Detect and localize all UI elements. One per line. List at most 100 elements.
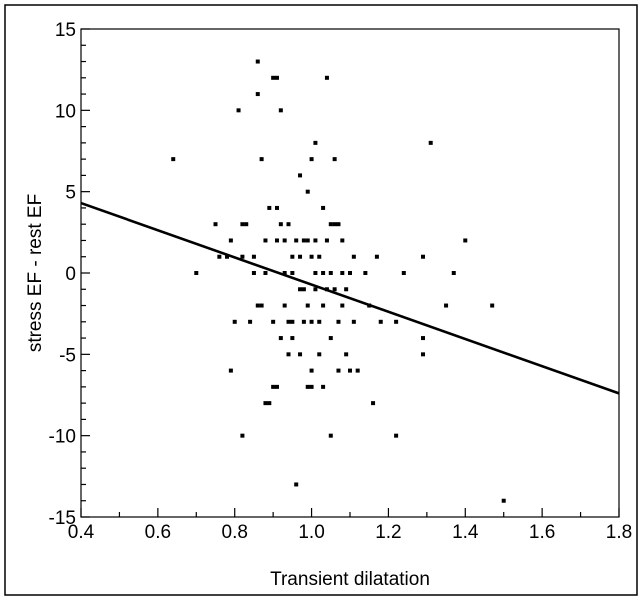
- data-point: [336, 222, 341, 227]
- data-point: [267, 401, 272, 406]
- data-point: [340, 238, 345, 243]
- x-axis-title: Transient dilatation: [270, 569, 430, 590]
- data-point: [290, 336, 295, 341]
- data-point: [248, 319, 253, 324]
- data-point: [317, 319, 322, 324]
- regression-line: [80, 201, 620, 395]
- data-point: [332, 287, 337, 292]
- data-point: [340, 303, 345, 308]
- data-point: [321, 303, 326, 308]
- data-point: [274, 75, 279, 80]
- y-tick-label: 15: [55, 20, 76, 41]
- data-point: [240, 254, 245, 259]
- data-point: [321, 271, 326, 275]
- data-point: [490, 303, 495, 308]
- data-point: [267, 205, 272, 210]
- data-point: [259, 157, 264, 162]
- y-axis-ticks: -15 -10 -5 0 5 10 15: [49, 20, 90, 529]
- data-point: [251, 271, 256, 275]
- data-point: [298, 287, 303, 292]
- x-tick-label: 1.6: [529, 522, 555, 543]
- x-tick-label: 1.0: [298, 522, 324, 543]
- data-point: [290, 319, 295, 324]
- data-point: [225, 254, 230, 259]
- data-point: [501, 498, 506, 503]
- x-tick-label: 0.6: [145, 522, 171, 543]
- data-point: [282, 303, 287, 308]
- data-point: [278, 336, 283, 341]
- data-point: [298, 254, 303, 259]
- y-tick-label: -10: [49, 427, 76, 448]
- data-point: [286, 319, 291, 324]
- data-point: [371, 401, 376, 406]
- data-point: [351, 254, 356, 259]
- x-axis-ticks: 0.4 0.6 0.8 1.0 1.2 1.4 1.6 1.8: [68, 508, 632, 543]
- data-point: [274, 205, 279, 210]
- data-point: [309, 254, 314, 259]
- data-point: [363, 271, 368, 275]
- data-point: [309, 384, 314, 389]
- data-point: [305, 303, 310, 308]
- x-tick-label: 0.4: [68, 522, 95, 543]
- x-tick-label: 1.4: [452, 522, 479, 543]
- data-points: [171, 59, 506, 503]
- data-point: [378, 319, 383, 324]
- data-point: [278, 222, 283, 227]
- data-point: [451, 271, 456, 275]
- data-point: [321, 205, 326, 210]
- data-point: [309, 157, 314, 162]
- y-axis-title: stress EF - rest EF: [25, 194, 46, 352]
- data-point: [421, 336, 426, 341]
- data-point: [274, 384, 279, 389]
- data-point: [463, 238, 468, 243]
- data-point: [332, 157, 337, 162]
- y-tick-label: -15: [49, 508, 76, 529]
- data-point: [259, 303, 264, 308]
- data-point: [324, 75, 329, 80]
- data-point: [194, 271, 199, 275]
- data-point: [251, 254, 256, 259]
- x-tick-label: 0.8: [222, 522, 248, 543]
- y-tick-label: 10: [55, 101, 76, 122]
- data-point: [240, 222, 245, 227]
- data-point: [421, 352, 426, 357]
- data-point: [344, 287, 349, 292]
- data-point: [336, 319, 341, 324]
- data-point: [401, 271, 406, 275]
- data-point: [313, 271, 318, 275]
- data-point: [317, 254, 322, 259]
- data-point: [217, 254, 222, 259]
- data-point: [324, 238, 329, 243]
- data-point: [444, 303, 449, 308]
- y-tick-label: 5: [65, 183, 76, 204]
- data-point: [263, 238, 268, 243]
- data-point: [301, 319, 306, 324]
- data-point: [228, 238, 233, 243]
- data-point: [344, 352, 349, 357]
- data-point: [428, 140, 433, 145]
- data-point: [244, 222, 249, 227]
- data-point: [282, 271, 287, 275]
- data-point: [328, 271, 333, 275]
- data-point: [255, 303, 260, 308]
- data-point: [394, 433, 399, 438]
- data-point: [271, 319, 276, 324]
- data-point: [236, 108, 241, 113]
- outer-frame: [4, 4, 638, 596]
- x-tick-label: 1.2: [375, 522, 401, 543]
- data-point: [313, 140, 318, 145]
- data-point: [313, 238, 318, 243]
- data-point: [282, 238, 287, 243]
- data-point: [294, 482, 299, 487]
- data-point: [232, 319, 237, 324]
- data-point: [328, 222, 333, 227]
- data-point: [309, 368, 314, 373]
- data-point: [274, 238, 279, 243]
- data-point: [355, 368, 360, 373]
- data-point: [286, 352, 291, 357]
- data-point: [332, 222, 337, 227]
- data-point: [298, 352, 303, 357]
- data-point: [228, 368, 233, 373]
- data-point: [301, 238, 306, 243]
- x-tick-label: 1.8: [606, 522, 632, 543]
